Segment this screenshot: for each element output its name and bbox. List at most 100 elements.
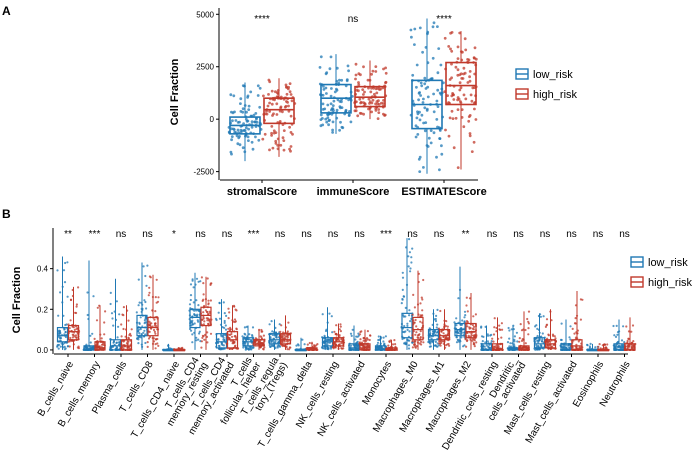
a-point-low_risk [232,94,236,98]
b-point-high_risk [340,342,343,345]
b-point-low_risk [269,345,272,348]
a-box-low_risk-stromalScore [227,82,263,162]
b-point-high_risk [156,342,159,345]
a-point-high_risk [263,132,267,136]
b-point-high_risk [416,334,419,337]
b-point-high_risk [152,328,156,332]
b-point-low_risk [63,281,67,284]
b-point-low_risk [538,338,541,342]
b-point-low_risk [435,331,438,334]
b-box-high_risk-NK_cells_resting [332,323,346,350]
a-point-low_risk [321,108,325,111]
a-point-high_risk [282,129,286,133]
b-point-low_risk [89,341,92,344]
b-point-low_risk [193,313,196,316]
b-point-low_risk [460,331,463,334]
a-point-low_risk [325,120,329,124]
a-point-low_risk [345,79,349,83]
b-box-rect [253,339,265,347]
b-y-tick-label: 0.0 [37,346,49,355]
a-point-low_risk [336,98,340,102]
b-point-low_risk [407,339,410,342]
b-point-low_risk [541,332,544,335]
a-point-low_risk [229,93,233,97]
a-point-low_risk [426,95,430,99]
a-point-low_risk [347,98,350,102]
a-point-low_risk [229,150,233,154]
a-point-low_risk [418,155,422,159]
b-point-low_risk [218,317,222,320]
a-point-high_risk [354,62,358,66]
b-point-low_risk [222,301,225,304]
b-point-high_risk [366,338,369,341]
b-point-high_risk [466,339,469,342]
b-point-high_risk [316,343,319,346]
b-box-high_risk-Mast_cells_activated [570,291,584,351]
b-point-high_risk [288,346,291,349]
b-point-high_risk [153,318,156,321]
a-point-high_risk [285,100,288,103]
a-point-high_risk [462,93,466,97]
b-box-high_risk-Monocytes [385,339,399,351]
b-point-low_risk [460,336,463,339]
b-point-low_risk [64,331,67,334]
b-point-high_risk [571,327,574,330]
b-box-high_risk-Dendritic_cells_activated [517,310,531,351]
b-point-low_risk [138,301,141,304]
b-point-high_risk [227,317,230,320]
b-point-low_risk [139,316,142,319]
b-point-high_risk [154,343,157,346]
b-point-high_risk [545,323,549,326]
b-point-low_risk [188,303,192,306]
a-significance-label: ns [348,14,359,25]
b-point-low_risk [192,286,195,289]
a-point-low_risk [319,55,323,59]
b-point-low_risk [86,313,89,317]
b-point-low_risk [407,347,411,350]
b-significance-label: *** [380,229,392,240]
b-point-high_risk [442,335,445,339]
b-point-low_risk [135,311,138,314]
b-point-high_risk [524,342,527,345]
b-box-low_risk-T_cells_CD4_memory_resting [188,272,202,350]
a-legend-label: low_risk [533,69,573,81]
a-point-low_risk [326,116,330,120]
a-point-high_risk [375,91,379,95]
b-point-low_risk [243,326,246,329]
b-box-rect [412,316,424,341]
a-legend-label: high_risk [533,89,578,101]
b-point-low_risk [356,340,359,343]
a-point-high_risk [471,86,475,90]
a-point-low_risk [438,168,441,172]
b-point-high_risk [75,327,78,330]
b-point-low_risk [112,341,115,344]
b-point-high_risk [359,330,362,334]
b-point-low_risk [513,335,517,338]
b-box-low_risk-Dendritic_cells_activated [506,324,520,351]
b-point-high_risk [500,322,503,325]
a-point-high_risk [443,36,447,40]
a-point-low_risk [418,118,422,122]
b-point-low_risk [190,329,193,332]
a-point-high_risk [290,99,294,103]
b-box-rect [571,339,583,351]
b-significance-label: ns [540,229,551,240]
b-box-rect [189,308,201,329]
b-point-low_risk [539,315,543,318]
b-significance-label: ns [434,229,445,240]
a-point-low_risk [245,110,248,114]
b-point-low_risk [536,327,539,330]
a-point-low_risk [241,146,245,150]
a-point-high_risk [270,134,273,137]
b-point-low_risk [431,339,434,343]
b-point-low_risk [457,297,460,300]
b-point-low_risk [508,345,511,348]
b-box-low_risk-Macrophages_M2 [453,266,467,350]
b-point-low_risk [410,256,413,259]
b-point-low_risk [506,341,510,344]
a-point-high_risk [363,90,366,94]
b-point-low_risk [376,341,380,344]
b-point-low_risk [143,299,146,302]
a-point-low_risk [435,118,439,121]
panel-b-y-axis-label: Cell Fraction [11,266,23,333]
